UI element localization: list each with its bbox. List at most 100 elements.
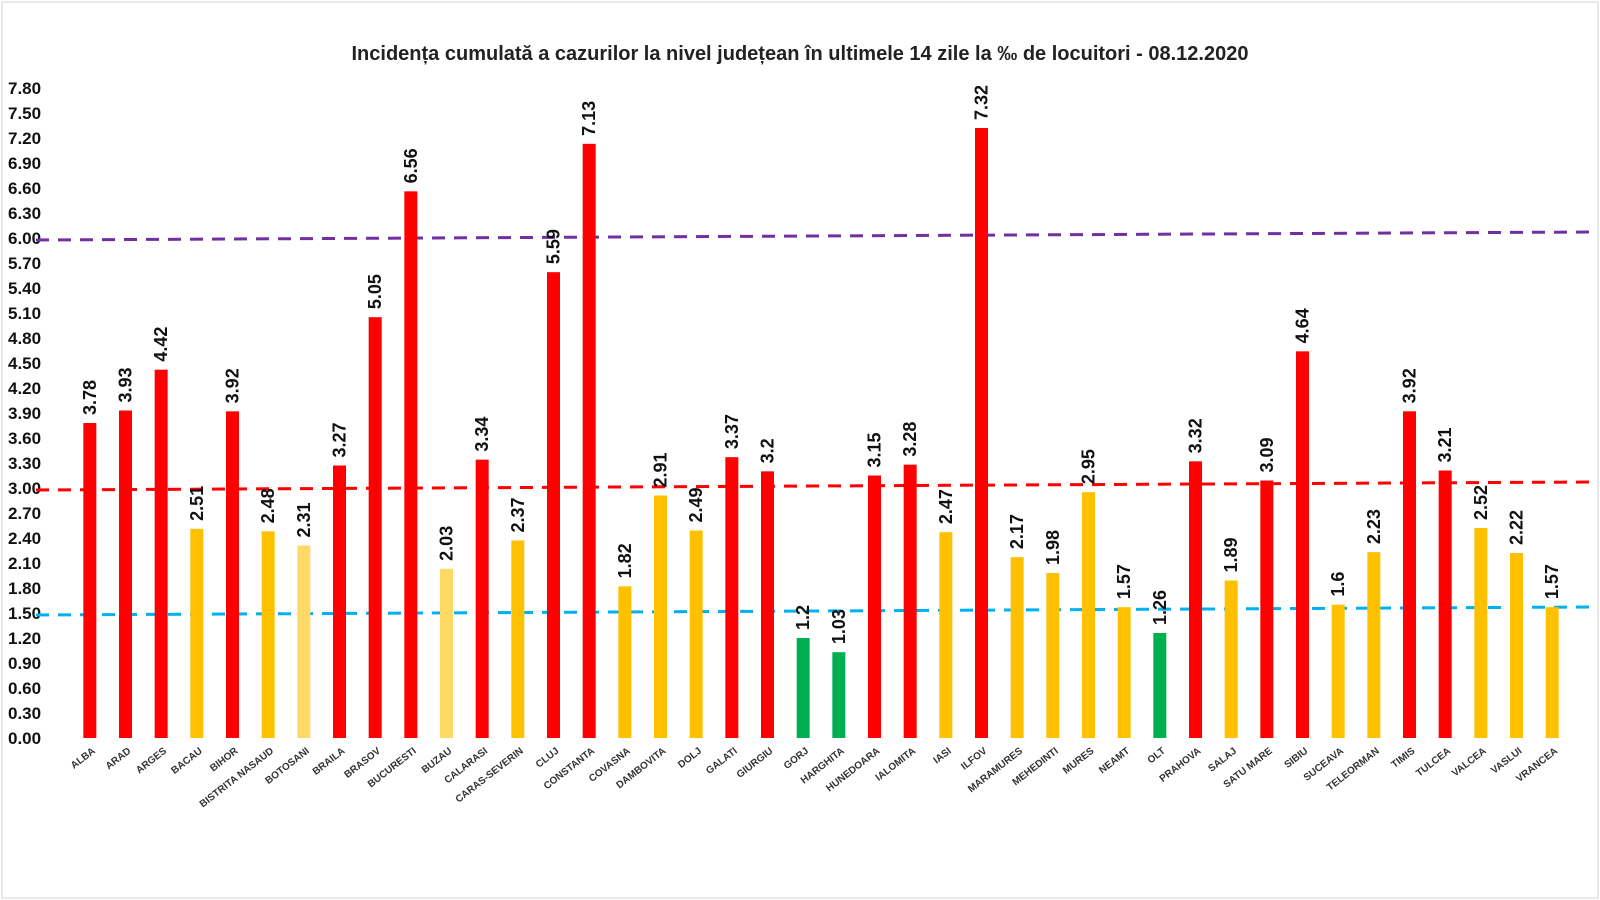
x-tick-label: ARAD	[104, 746, 134, 772]
y-tick-label: 0.00	[8, 729, 41, 748]
data-label: 3.2	[758, 438, 778, 463]
x-tick-label: ARGES	[134, 745, 169, 776]
x-tick-label: TIMIS	[1390, 745, 1418, 770]
x-tick-label: CLUJ	[534, 746, 561, 771]
data-label: 3.92	[1400, 368, 1420, 403]
bar	[226, 411, 239, 738]
data-label: 2.31	[294, 502, 314, 537]
y-tick-label: 7.80	[8, 79, 41, 98]
y-tick-label: 3.30	[8, 454, 41, 473]
data-label: 1.57	[1114, 564, 1134, 599]
bar	[547, 272, 560, 738]
x-tick-label: IALOMITA	[874, 746, 918, 784]
y-tick-label: 3.00	[8, 479, 41, 498]
data-label: 1.03	[829, 609, 849, 644]
bar	[689, 530, 703, 738]
y-tick-label: 2.40	[8, 529, 41, 548]
bar	[1189, 461, 1202, 738]
y-tick-label: 1.20	[8, 629, 41, 648]
data-label: 2.47	[936, 489, 956, 524]
x-tick-label: CARAS-SEVERIN	[454, 746, 526, 806]
data-label: 2.22	[1507, 510, 1527, 545]
data-label: 3.27	[330, 422, 350, 457]
bar	[1117, 607, 1131, 738]
bar	[1260, 480, 1274, 738]
reference-line	[35, 230, 1593, 242]
x-tick-label: SALAJ	[1206, 746, 1239, 775]
y-tick-label: 7.20	[8, 129, 41, 148]
bar	[297, 545, 311, 738]
y-tick-label: 1.80	[8, 579, 41, 598]
bar	[868, 475, 881, 738]
data-label: 3.21	[1435, 427, 1455, 462]
x-tick-label: GIURGIU	[735, 746, 775, 781]
bar	[654, 495, 667, 738]
x-tick-label: ALBA	[69, 746, 98, 772]
y-axis: 0.00 0.30 0.60 0.90 1.20 1.50 1.80 2.10 2.40 2.70…	[8, 79, 41, 748]
bar	[1046, 573, 1060, 738]
y-tick-label: 6.30	[8, 204, 41, 223]
y-tick-label: 3.90	[8, 404, 41, 423]
bar	[832, 652, 846, 738]
y-tick-label: 7.50	[8, 104, 41, 123]
reference-line	[35, 605, 1593, 617]
data-label: 5.59	[544, 229, 564, 264]
x-tick-label: BIHOR	[208, 745, 241, 774]
bar	[440, 568, 453, 738]
data-label: 5.05	[365, 274, 385, 309]
x-tick-label: BACAU	[169, 746, 204, 777]
x-tick-label: NEAMT	[1097, 746, 1132, 777]
y-tick-label: 2.70	[8, 504, 41, 523]
bar	[154, 369, 168, 738]
bar	[1403, 411, 1416, 738]
y-tick-label: 4.20	[8, 379, 41, 398]
data-label: 3.28	[900, 422, 920, 457]
data-label: 1.6	[1328, 572, 1348, 597]
bar	[618, 586, 632, 738]
data-label: 3.32	[1186, 418, 1206, 453]
data-label: 3.78	[80, 380, 100, 415]
y-tick-label: 0.30	[8, 704, 41, 723]
bar	[1367, 552, 1381, 738]
x-tick-label: BRAILA	[311, 746, 348, 778]
bar	[725, 457, 739, 738]
x-tick-label: OLT	[1146, 746, 1168, 767]
bar	[261, 531, 275, 738]
y-tick-label: 5.70	[8, 254, 41, 273]
data-label: 2.48	[258, 488, 278, 523]
bar	[1010, 557, 1024, 738]
bar	[1510, 553, 1523, 738]
data-label: 2.51	[187, 486, 207, 521]
bar	[1331, 604, 1345, 738]
bar	[333, 465, 346, 738]
y-tick-label: 4.80	[8, 329, 41, 348]
x-tick-label: TULCEA	[1414, 746, 1453, 780]
data-label: 2.03	[437, 526, 457, 561]
data-label: 4.64	[1293, 308, 1313, 343]
bar	[903, 464, 917, 738]
bar	[1082, 492, 1095, 738]
x-tick-label: MURES	[1061, 745, 1096, 776]
bars	[83, 128, 1559, 739]
bar	[83, 423, 97, 738]
bar	[119, 410, 132, 738]
x-tick-label: IASI	[932, 746, 954, 767]
reference-lines	[35, 230, 1593, 617]
y-tick-label: 6.60	[8, 179, 41, 198]
data-label: 2.23	[1364, 509, 1384, 544]
bar	[975, 128, 988, 738]
reference-line	[35, 480, 1593, 492]
data-label: 1.89	[1221, 537, 1241, 572]
bar	[1296, 351, 1309, 738]
data-label: 2.52	[1471, 485, 1491, 520]
data-label: 7.32	[972, 85, 992, 120]
bar	[796, 638, 810, 738]
data-label: 1.82	[615, 543, 635, 578]
data-label: 7.13	[579, 101, 599, 136]
bar	[190, 528, 204, 738]
chart-title: Incidența cumulată a cazurilor la nivel …	[352, 43, 1249, 65]
